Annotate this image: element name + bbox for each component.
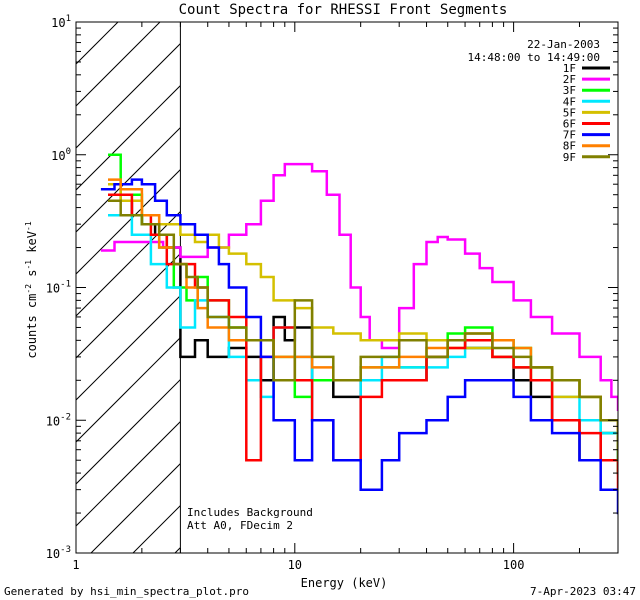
hatch-line: [76, 252, 181, 359]
legend-label: 2F: [563, 73, 576, 86]
y-tick-base: 10: [51, 16, 65, 30]
y-tick-exp: 1: [66, 14, 71, 24]
hatch-line: [76, 84, 181, 191]
x-tick-label: 1: [72, 558, 79, 572]
hatched-region: [76, 22, 181, 553]
annotation-attenuator: Att A0, FDecim 2: [187, 519, 293, 532]
y-label-part: keV: [25, 231, 39, 260]
y-tick-base: 10: [46, 414, 60, 428]
y-label-exp: -2: [24, 284, 33, 294]
annotation-background: Includes Background: [187, 506, 313, 519]
legend-label: 9F: [563, 151, 576, 164]
legend-label: 8F: [563, 140, 576, 153]
y-label-exp: -1: [24, 221, 33, 231]
y-tick-base: 10: [46, 547, 60, 561]
footer-generator: Generated by hsi_min_spectra_plot.pro: [4, 585, 249, 598]
legend-label: 7F: [563, 129, 576, 142]
y-tick-exp: -3: [60, 545, 71, 555]
series-7f-line: [100, 178, 618, 515]
y-tick-exp: 0: [66, 147, 71, 157]
legend-label: 5F: [563, 106, 576, 119]
series-9f-line: [108, 199, 618, 462]
hatch-line: [76, 210, 181, 317]
y-tick-label: 10-3: [46, 545, 71, 561]
y-tick-base: 10: [46, 282, 60, 296]
y-tick-label: 10-1: [46, 280, 71, 296]
chart-title: Count Spectra for RHESSI Front Segments: [179, 2, 508, 18]
x-tick-label: 100: [503, 558, 525, 572]
legend-label: 1F: [563, 62, 576, 75]
time-range-label: 14:48:00 to 14:49:00: [468, 51, 600, 64]
y-tick-label: 101: [51, 14, 71, 30]
hatch-line: [76, 420, 181, 527]
hatch-line: [76, 378, 181, 485]
y-label-part: s: [25, 270, 39, 284]
series-group: [100, 153, 618, 515]
legend-label: 6F: [563, 118, 576, 131]
legend-label: 3F: [563, 84, 576, 97]
y-axis-label: counts cm-2 s-1 keV-1: [24, 221, 39, 358]
footer-timestamp: 7-Apr-2023 03:47: [530, 585, 636, 598]
y-tick-exp: -1: [60, 280, 71, 290]
hatch-line: [76, 42, 181, 149]
y-tick-exp: -2: [60, 412, 71, 422]
y-tick-base: 10: [51, 149, 65, 163]
legend-label: 4F: [563, 95, 576, 108]
y-tick-label: 10-2: [46, 412, 71, 428]
x-axis-label: Energy (keV): [301, 576, 388, 590]
y-tick-label: 100: [51, 147, 71, 163]
date-label: 22-Jan-2003: [527, 38, 600, 51]
x-tick-label: 10: [288, 558, 302, 572]
y-label-part: counts cm: [25, 294, 39, 359]
y-label-exp: -1: [24, 260, 33, 270]
hatch-line: [90, 462, 181, 553]
